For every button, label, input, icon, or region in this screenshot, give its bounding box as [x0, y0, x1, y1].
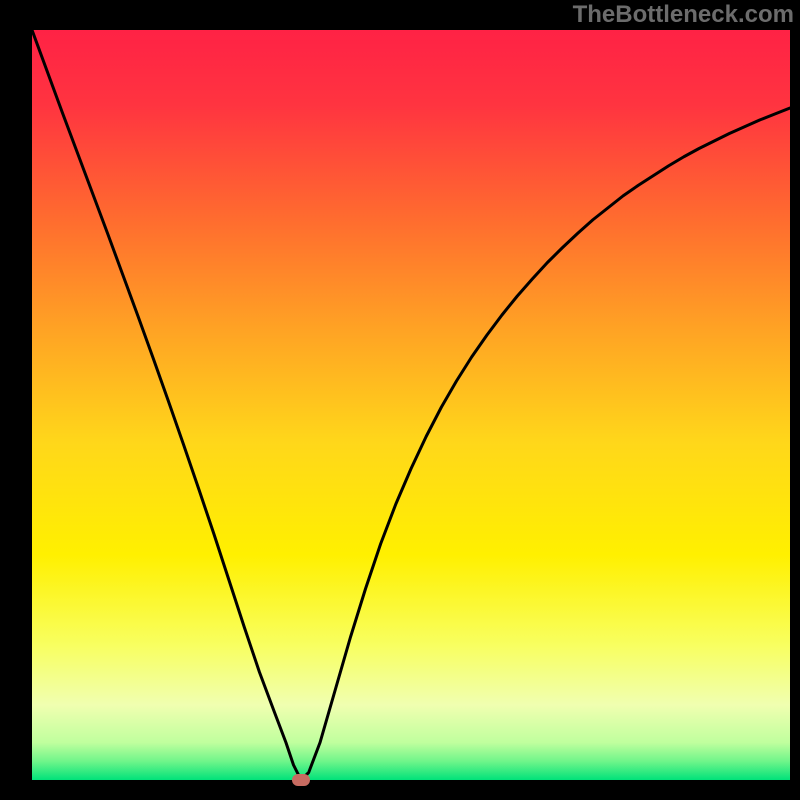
plot-area	[32, 30, 790, 780]
watermark-text: TheBottleneck.com	[573, 1, 794, 29]
curve-overlay	[32, 30, 790, 780]
minimum-marker	[292, 774, 310, 786]
bottleneck-curve	[32, 30, 790, 780]
chart-frame: TheBottleneck.com	[0, 0, 800, 800]
